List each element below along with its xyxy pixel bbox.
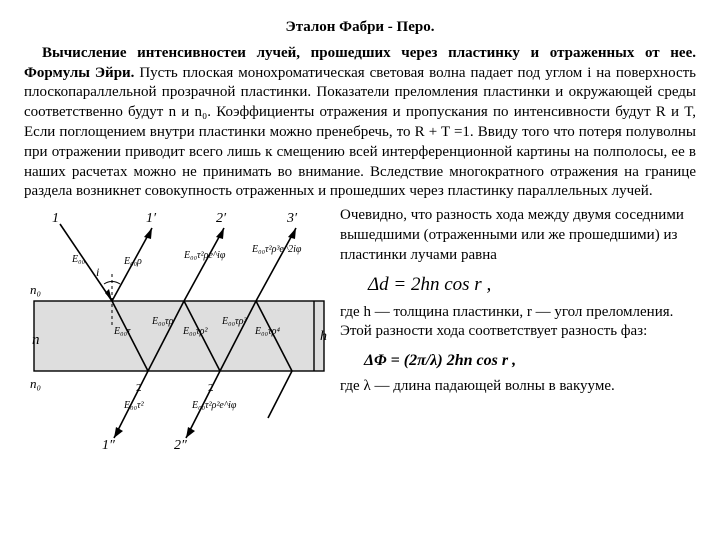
svg-text:2: 2 bbox=[136, 382, 142, 394]
svg-text:E₀₀τ²: E₀₀τ² bbox=[123, 400, 145, 411]
svg-text:2″: 2″ bbox=[174, 438, 187, 451]
right-text-3: где λ — длина падающей волны в вакууме. bbox=[340, 377, 696, 397]
svg-text:E₀₀τ²ρe^iφ: E₀₀τ²ρe^iφ bbox=[183, 250, 226, 261]
svg-text:1′: 1′ bbox=[146, 211, 157, 226]
right-column: Очевидно, что разность хода между двумя … bbox=[340, 206, 696, 401]
svg-text:n₀: n₀ bbox=[30, 376, 41, 391]
svg-text:E₀₀τρ³: E₀₀τρ³ bbox=[221, 316, 247, 327]
svg-text:2′: 2′ bbox=[216, 211, 227, 226]
page-title: Эталон Фабри - Перо. bbox=[24, 18, 696, 38]
svg-text:E₀₀τ: E₀₀τ bbox=[113, 326, 131, 337]
svg-text:n₀: n₀ bbox=[30, 282, 41, 297]
svg-text:1″: 1″ bbox=[102, 438, 115, 451]
svg-text:1: 1 bbox=[52, 211, 59, 226]
equation-delta-d: Δd = 2hn cos r , bbox=[340, 270, 696, 303]
svg-text:E₀₀τρ: E₀₀τρ bbox=[151, 316, 174, 327]
right-text-2: где h — толщина пластинки, r — угол прел… bbox=[340, 303, 696, 343]
svg-text:n: n bbox=[32, 332, 40, 348]
ray-diagram: h n₀ n n₀ 1 i 1′ 2′ bbox=[24, 206, 334, 458]
svg-text:E₀₀τρ²: E₀₀τρ² bbox=[182, 326, 208, 337]
svg-text:E₀₀τρ⁴: E₀₀τρ⁴ bbox=[254, 326, 280, 337]
svg-text:E₀₀τ²ρ³e^2iφ: E₀₀τ²ρ³e^2iφ bbox=[251, 244, 302, 255]
paragraph-1: Вычисление интенсивностеи лучей, прошедш… bbox=[24, 44, 696, 202]
svg-text:h: h bbox=[320, 329, 327, 344]
svg-text:E₀₀: E₀₀ bbox=[71, 254, 86, 265]
para1-rest: Пусть плоская монохроматическая световая… bbox=[24, 65, 696, 200]
equation-delta-phi: ΔΦ = (2π/λ) 2hn cos r , bbox=[340, 346, 696, 377]
svg-text:E₀₀ρ: E₀₀ρ bbox=[123, 256, 142, 267]
right-text-1: Очевидно, что разность хода между двумя … bbox=[340, 206, 696, 265]
svg-text:i: i bbox=[96, 265, 99, 279]
svg-text:3′: 3′ bbox=[286, 211, 298, 226]
figure-and-text-row: h n₀ n n₀ 1 i 1′ 2′ bbox=[24, 206, 696, 458]
svg-text:2: 2 bbox=[208, 382, 214, 394]
svg-text:E₀₀τ²ρ²e^iφ: E₀₀τ²ρ²e^iφ bbox=[191, 400, 237, 411]
